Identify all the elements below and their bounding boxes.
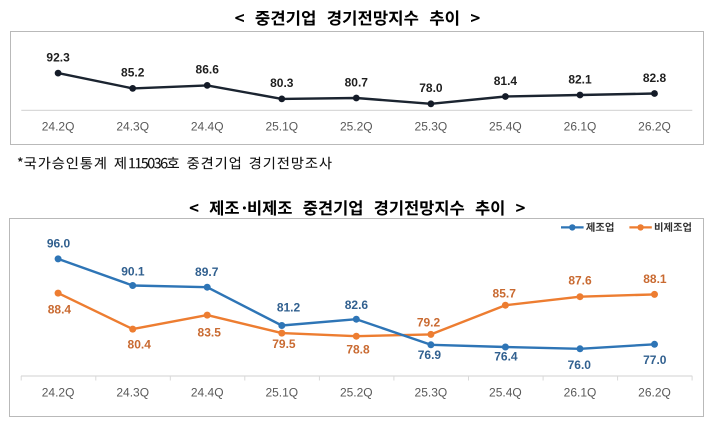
svg-text:78.0: 78.0 bbox=[419, 81, 443, 95]
svg-text:76.0: 76.0 bbox=[568, 358, 592, 372]
svg-text:25.2Q: 25.2Q bbox=[340, 385, 373, 399]
svg-text:25.4Q: 25.4Q bbox=[489, 120, 522, 134]
svg-text:24.2Q: 24.2Q bbox=[42, 120, 75, 134]
svg-text:85.7: 85.7 bbox=[493, 287, 517, 301]
svg-text:83.5: 83.5 bbox=[198, 325, 222, 339]
svg-text:78.8: 78.8 bbox=[346, 343, 370, 357]
svg-text:24.4Q: 24.4Q bbox=[191, 120, 224, 134]
svg-text:26.1Q: 26.1Q bbox=[564, 120, 597, 134]
svg-text:25.3Q: 25.3Q bbox=[415, 120, 448, 134]
svg-text:24.4Q: 24.4Q bbox=[191, 385, 224, 399]
svg-text:80.4: 80.4 bbox=[128, 337, 152, 351]
svg-text:77.0: 77.0 bbox=[643, 353, 667, 367]
svg-text:25.3Q: 25.3Q bbox=[415, 385, 448, 399]
svg-text:24.2Q: 24.2Q bbox=[42, 385, 75, 399]
svg-text:76.9: 76.9 bbox=[418, 348, 442, 362]
svg-text:89.7: 89.7 bbox=[195, 265, 219, 279]
svg-text:25.1Q: 25.1Q bbox=[265, 385, 298, 399]
svg-text:26.2Q: 26.2Q bbox=[638, 120, 671, 134]
svg-text:25.2Q: 25.2Q bbox=[340, 120, 373, 134]
svg-text:88.1: 88.1 bbox=[643, 272, 667, 286]
svg-text:24.3Q: 24.3Q bbox=[116, 120, 149, 134]
svg-text:81.2: 81.2 bbox=[277, 301, 301, 315]
svg-text:82.8: 82.8 bbox=[643, 71, 667, 85]
svg-text:80.7: 80.7 bbox=[345, 75, 369, 89]
svg-text:87.6: 87.6 bbox=[568, 273, 592, 287]
svg-text:79.2: 79.2 bbox=[417, 316, 441, 330]
svg-text:82.1: 82.1 bbox=[568, 72, 592, 86]
svg-text:26.1Q: 26.1Q bbox=[564, 385, 597, 399]
svg-text:92.3: 92.3 bbox=[46, 50, 70, 64]
svg-text:82.6: 82.6 bbox=[345, 298, 369, 312]
svg-text:88.4: 88.4 bbox=[48, 303, 72, 317]
svg-text:25.4Q: 25.4Q bbox=[489, 385, 522, 399]
svg-text:76.4: 76.4 bbox=[494, 350, 518, 364]
svg-text:24.3Q: 24.3Q bbox=[116, 385, 149, 399]
svg-text:81.4: 81.4 bbox=[494, 74, 518, 88]
svg-text:26.2Q: 26.2Q bbox=[638, 385, 671, 399]
svg-text:25.1Q: 25.1Q bbox=[265, 120, 298, 134]
svg-text:90.1: 90.1 bbox=[121, 264, 145, 278]
svg-text:96.0: 96.0 bbox=[47, 237, 71, 251]
svg-text:86.6: 86.6 bbox=[196, 63, 220, 77]
svg-text:80.3: 80.3 bbox=[270, 76, 294, 90]
svg-text:85.2: 85.2 bbox=[121, 66, 145, 80]
svg-text:79.5: 79.5 bbox=[272, 337, 296, 351]
